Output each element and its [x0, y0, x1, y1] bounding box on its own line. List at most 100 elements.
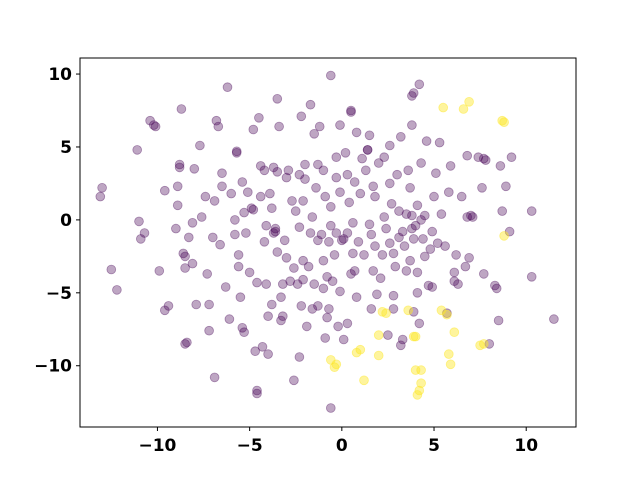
scatter-point-s0-56: [237, 322, 248, 333]
scatter-point-s0-123: [313, 159, 323, 170]
scatter-point-s0-204: [397, 226, 408, 237]
scatter-point-s0-102: [290, 206, 301, 216]
scatter-point-s0-182: [372, 289, 382, 300]
scatter-point-s0-133: [322, 312, 332, 323]
scatter-point-s0-178: [368, 266, 379, 276]
scatter-point-s0-93: [277, 279, 288, 289]
scatter-point-s0-172: [362, 145, 373, 155]
scatter-point-s0-213: [407, 120, 417, 130]
scatter-point-s0-129: [318, 283, 329, 294]
scatter-point-s0-110: [298, 255, 308, 266]
scatter-point-s1-24: [458, 104, 469, 114]
scatter-point-s0-260: [490, 280, 500, 291]
scatter-point-s0-181: [370, 191, 380, 202]
scatter-point-s0-91: [276, 315, 286, 326]
scatter-point-s0-17: [172, 181, 183, 192]
scatter-point-s0-50: [230, 215, 240, 225]
scatter-point-s0-112: [300, 159, 310, 170]
scatter-point-s0-103: [292, 279, 303, 289]
scatter-point-s0-20: [176, 104, 187, 114]
scatter-point-s0-198: [392, 169, 402, 180]
scatter-point-s0-193: [386, 199, 397, 209]
scatter-point-s0-69: [252, 277, 262, 288]
scatter-point-s0-61: [243, 187, 253, 198]
scatter-point-s1-17: [416, 378, 426, 389]
scatter-point-s1-7: [373, 330, 384, 340]
scatter-point-s0-220: [412, 267, 423, 278]
scatter-point-s0-169: [357, 153, 367, 164]
scatter-point-s0-82: [266, 203, 277, 214]
scatter-point-s0-83: [268, 228, 279, 238]
scatter-point-s0-122: [311, 183, 321, 193]
scatter-point-s1-12: [410, 365, 421, 375]
scatter-point-s0-12: [160, 185, 170, 196]
scatter-point-s0-53: [233, 261, 244, 272]
scatter-point-s0-88: [272, 247, 283, 257]
scatter-point-s0-217: [408, 306, 419, 317]
scatter-point-s0-268: [526, 206, 537, 216]
scatter-point-s0-99: [287, 196, 297, 206]
y-tick-label: 10: [48, 65, 72, 85]
scatter-point-s0-176: [366, 229, 377, 240]
scatter-point-s1-9: [381, 308, 391, 319]
scatter-point-s1-23: [449, 327, 460, 338]
scatter-point-s1-2: [331, 359, 342, 370]
scatter-point-s0-236: [432, 238, 443, 249]
scatter-point-s0-247: [456, 191, 467, 202]
scatter-point-s0-265: [501, 181, 511, 192]
scatter-point-s0-205: [399, 241, 410, 251]
scatter-point-s0-68: [252, 388, 262, 399]
scatter-point-s0-130: [318, 255, 329, 266]
scatter-point-s0-138: [325, 70, 336, 81]
scatter-point-s0-246: [453, 279, 463, 289]
scatter-point-s0-137: [325, 220, 336, 231]
scatter-point-s0-242: [445, 161, 456, 171]
scatter-point-s0-228: [419, 210, 430, 221]
scatter-point-s0-135: [324, 304, 334, 314]
scatter-point-s0-19: [174, 162, 185, 173]
scatter-point-s0-28: [187, 258, 198, 269]
scatter-point-s0-22: [180, 251, 190, 262]
scatter-point-s1-19: [438, 102, 449, 113]
scatter-point-s0-157: [344, 197, 355, 208]
scatter-point-s0-144: [331, 172, 342, 183]
scatter-point-s0-86: [270, 226, 281, 237]
scatter-point-s0-16: [172, 200, 183, 211]
scatter-point-s0-200: [394, 232, 404, 243]
scatter-point-s0-231: [425, 244, 436, 254]
scatter-point-s0-98: [285, 276, 296, 287]
scatter-point-s0-232: [427, 282, 438, 292]
scatter-point-s0-124: [313, 235, 323, 246]
scatter-point-s0-251: [464, 252, 474, 263]
scatter-point-s0-189: [383, 330, 393, 340]
scatter-point-s0-192: [384, 140, 395, 151]
scatter-point-s0-89: [274, 121, 284, 132]
x-tick-label: 10: [514, 436, 538, 456]
scatter-point-s0-150: [336, 235, 347, 246]
scatter-point-s0-223: [414, 318, 425, 329]
scatter-point-s0-218: [410, 220, 421, 231]
scatter-point-s0-161: [348, 218, 358, 228]
scatter-point-s0-65: [248, 124, 259, 135]
scatter-point-s0-131: [320, 333, 331, 343]
scatter-point-s0-173: [362, 145, 373, 155]
x-tick-label: −5: [237, 436, 263, 456]
scatter-point-s0-107: [296, 111, 307, 122]
scatter-point-s0-125: [313, 301, 323, 311]
scatter-point-s0-11: [154, 266, 165, 276]
scatter-point-s0-249: [462, 150, 473, 161]
scatter-point-s0-222: [414, 79, 425, 90]
scatter-point-s0-84: [268, 162, 279, 173]
scatter-point-s0-80: [265, 188, 275, 199]
scatter-point-s0-225: [416, 158, 426, 168]
scatter-point-s0-104: [294, 352, 305, 362]
scatter-point-s0-141: [327, 276, 338, 287]
scatter-point-s0-238: [436, 209, 447, 219]
scatter-point-s0-219: [412, 287, 423, 298]
scatter-point-s0-245: [451, 250, 461, 260]
scatter-point-s0-40: [211, 115, 222, 126]
scatter-point-s0-39: [209, 196, 220, 206]
y-tick-label: −5: [46, 284, 72, 304]
scatter-point-s0-201: [395, 132, 406, 142]
